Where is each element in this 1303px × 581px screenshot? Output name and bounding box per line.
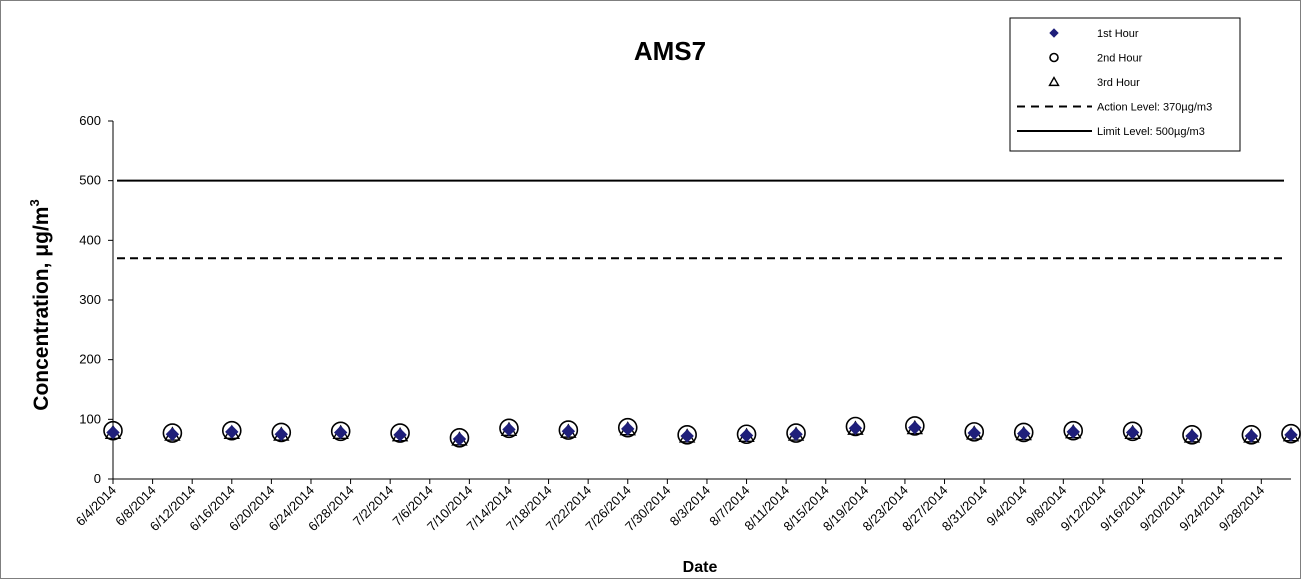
1st-hour-point xyxy=(967,426,981,440)
2nd-hour-point xyxy=(162,423,183,443)
1st-hour-point xyxy=(1244,429,1259,443)
legend: 1st Hour 2nd Hour 3rd Hour Action Level: 37… xyxy=(1009,17,1241,152)
1st-hour-point xyxy=(561,424,576,438)
legend-1st-hour-marker xyxy=(1049,28,1059,38)
y-tick-label: 400 xyxy=(79,232,101,247)
x-axis-ticks: 6/4/20146/8/20146/12/20146/16/20146/20/2… xyxy=(73,479,1267,534)
x-axis-title: Date xyxy=(683,559,718,576)
legend-label: Limit Level: 500µg/m3 xyxy=(1097,126,1205,138)
1st-hour-point xyxy=(452,432,467,446)
2nd-hour-point xyxy=(271,422,292,443)
reference-lines xyxy=(117,179,1284,260)
2nd-hour-point xyxy=(103,420,123,441)
2nd-hour-point xyxy=(1122,421,1143,442)
2nd-hour-point xyxy=(964,422,985,442)
legend-label: 2nd Hour xyxy=(1097,53,1143,65)
chart-title: AMS7 xyxy=(634,36,706,66)
2nd-hour-point xyxy=(221,420,242,441)
y-tick-label: 100 xyxy=(79,411,101,426)
2nd-hour-point xyxy=(390,423,410,443)
svg-text:Concentration, μg/m3: Concentration, μg/m3 xyxy=(27,199,53,410)
1st-hour-point xyxy=(1284,428,1298,442)
legend-label: Action Level: 370µg/m3 xyxy=(1097,102,1212,114)
x-tick-label: 9/4/2014 xyxy=(983,483,1029,529)
2nd-hour-point xyxy=(499,418,519,439)
1st-hour-point xyxy=(680,429,694,443)
2nd-hour-point xyxy=(677,425,697,445)
x-tick-label: 6/4/2014 xyxy=(73,483,119,529)
y-axis-title-superscript: 3 xyxy=(27,199,42,206)
1st-hour-point xyxy=(848,421,863,435)
x-tick-label: 7/2/2014 xyxy=(350,483,396,529)
2nd-hour-point xyxy=(736,424,757,445)
1st-hour-point xyxy=(789,427,803,441)
1st-hour-point xyxy=(393,428,407,442)
2nd-hour-point xyxy=(617,417,638,438)
y-tick-label: 500 xyxy=(79,173,101,188)
1st-hour-point xyxy=(225,425,239,439)
2nd-hour-point xyxy=(905,416,925,436)
2nd-hour-point xyxy=(1063,420,1084,441)
data-points xyxy=(103,416,1301,448)
2nd-hour-point xyxy=(558,420,579,440)
legend-box xyxy=(1009,17,1241,152)
1st-hour-point xyxy=(621,422,635,436)
legend-label: 1st Hour xyxy=(1097,28,1139,40)
1st-hour-point xyxy=(1125,425,1140,440)
x-tick-label: 8/3/2014 xyxy=(667,483,713,529)
1st-hour-point xyxy=(502,422,516,437)
y-tick-label: 0 xyxy=(94,471,101,486)
2nd-hour-point xyxy=(845,416,866,437)
2nd-hour-point xyxy=(786,423,806,443)
1st-hour-point xyxy=(1017,426,1031,441)
2nd-hour-point xyxy=(1182,425,1202,445)
2nd-hour-point xyxy=(1281,423,1301,444)
y-axis-ticks: 0 100 200 300 400 500 600 xyxy=(79,113,113,486)
1st-hour-point xyxy=(739,428,754,443)
legend-label: 3rd Hour xyxy=(1097,77,1140,89)
2nd-hour-point xyxy=(449,428,470,448)
y-tick-label: 600 xyxy=(79,113,101,128)
y-axis-title: Concentration, μg/m3 xyxy=(27,199,53,410)
1st-hour-point xyxy=(908,420,922,435)
1st-hour-point xyxy=(333,425,348,440)
legend-2nd-hour-marker xyxy=(1049,52,1059,63)
1st-hour-point xyxy=(106,425,120,440)
2nd-hour-point xyxy=(330,421,351,442)
y-axis-title-text: Concentration, μg/m xyxy=(30,207,53,411)
legend-3rd-hour-marker xyxy=(1048,76,1060,87)
1st-hour-point xyxy=(274,427,288,441)
y-tick-label: 200 xyxy=(79,352,101,367)
1st-hour-point xyxy=(1185,429,1199,443)
2nd-hour-point xyxy=(1013,422,1034,443)
y-tick-label: 300 xyxy=(79,292,101,307)
2nd-hour-point xyxy=(1241,425,1262,445)
1st-hour-point xyxy=(1066,425,1080,439)
1st-hour-point xyxy=(165,427,180,441)
